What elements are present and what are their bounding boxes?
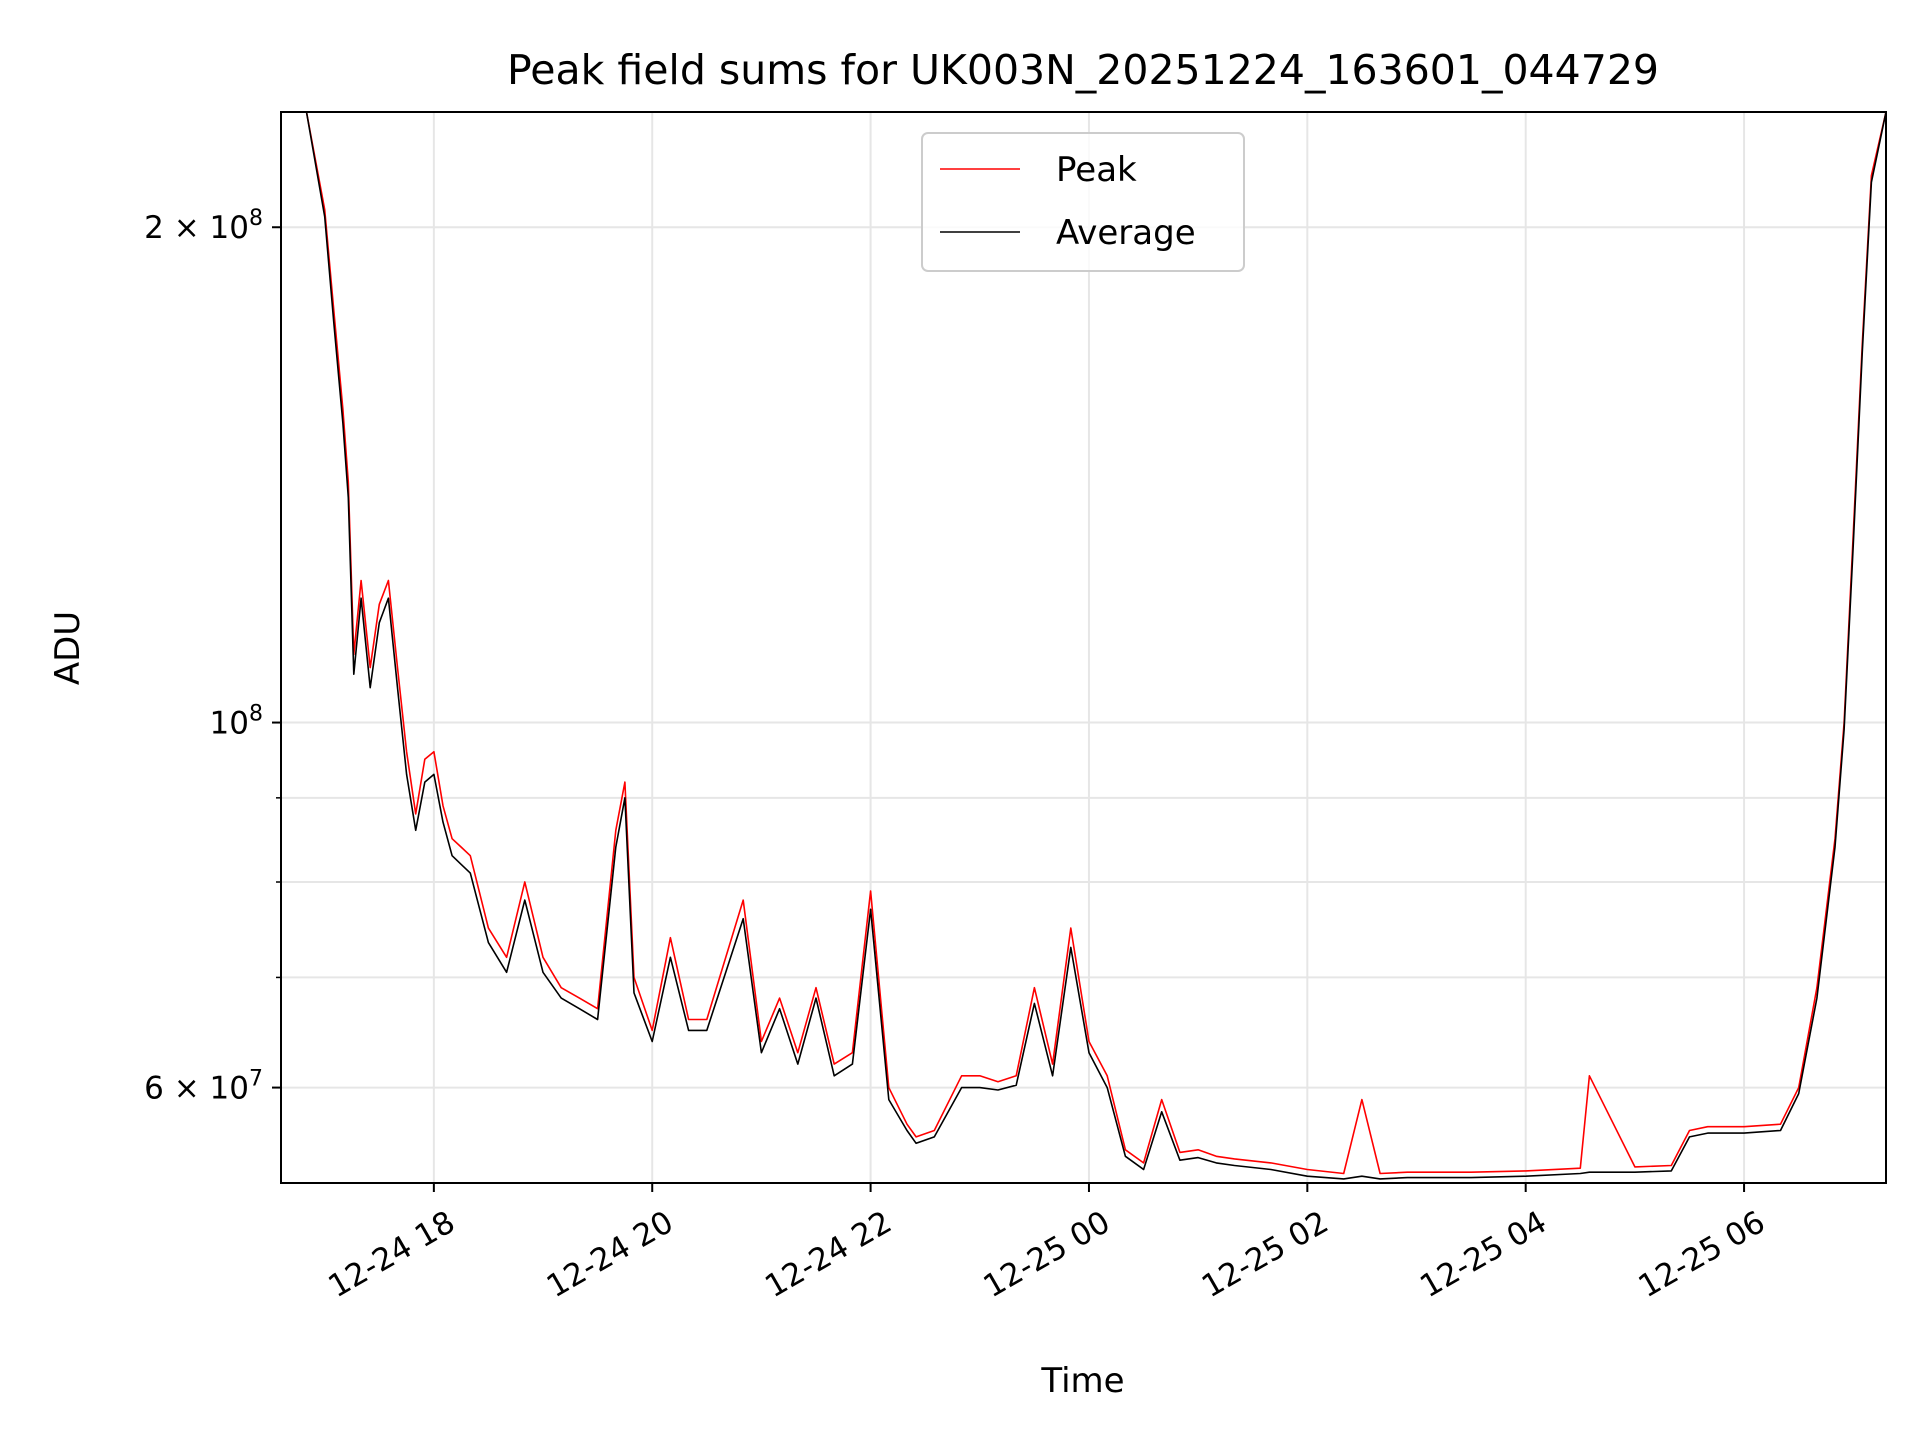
chart-title: Peak field sums for UK003N_20251224_1636… — [507, 46, 1659, 94]
y-tick-label: 2 × 108 — [144, 206, 263, 246]
x-tick-label: 12-24 18 — [322, 1204, 461, 1305]
x-tick-label: 12-25 06 — [1633, 1204, 1772, 1305]
x-axis: 12-24 18 12-24 20 12-24 22 12-25 00 12-25 02… — [322, 1183, 1771, 1305]
series-layer — [281, 112, 1886, 1180]
x-tick-label: 12-25 00 — [977, 1204, 1116, 1305]
x-tick-label: 12-24 20 — [541, 1204, 680, 1305]
x-axis-label: Time — [1040, 1361, 1124, 1401]
x-tick-label: 12-24 22 — [759, 1204, 898, 1305]
series-line-peak — [281, 112, 1886, 1175]
plot-area-frame — [280, 111, 1887, 1184]
legend-box — [921, 132, 1245, 272]
grid — [281, 112, 1886, 1183]
y-axis-label: ADU — [48, 611, 88, 685]
y-tick-label: 6 × 107 — [144, 1067, 263, 1107]
legend-label-average: Average — [1056, 213, 1196, 253]
legend-label-peak: Peak — [1056, 150, 1137, 190]
x-tick-label: 12-25 04 — [1414, 1204, 1553, 1305]
legend: Peak Average — [921, 132, 1245, 272]
y-tick-label: 108 — [210, 702, 263, 742]
x-tick-label: 12-25 02 — [1196, 1204, 1335, 1305]
series-line-average — [281, 112, 1886, 1180]
y-axis: 2 × 108 108 6 × 107 — [144, 206, 281, 1107]
